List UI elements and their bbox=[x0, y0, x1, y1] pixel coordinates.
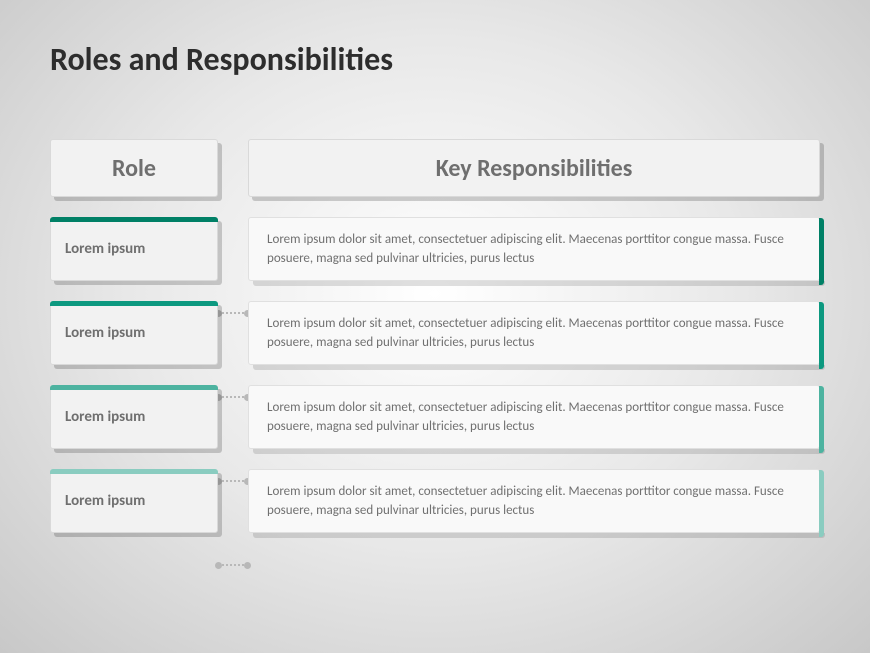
role-cell: Lorem ipsum bbox=[50, 217, 218, 281]
header-row: Role Key Responsibilities bbox=[50, 139, 820, 197]
slide-title: Roles and Responsibilities bbox=[50, 40, 820, 79]
role-accent-bar bbox=[50, 301, 218, 306]
resp-text: Lorem ipsum dolor sit amet, consectetuer… bbox=[267, 230, 801, 269]
connector-icon bbox=[218, 281, 248, 345]
resp-text: Lorem ipsum dolor sit amet, consectetuer… bbox=[267, 398, 801, 437]
role-label: Lorem ipsum bbox=[65, 492, 145, 510]
resp-accent-bar bbox=[819, 470, 824, 537]
role-cell: Lorem ipsum bbox=[50, 469, 218, 533]
role-label: Lorem ipsum bbox=[65, 324, 145, 342]
connector-icon bbox=[218, 449, 248, 513]
table-row: Lorem ipsum Lorem ipsum dolor sit amet, … bbox=[50, 301, 820, 365]
connector-icon bbox=[218, 365, 248, 429]
roles-table: Role Key Responsibilities Lorem ipsum bbox=[50, 139, 820, 533]
resp-text: Lorem ipsum dolor sit amet, consectetuer… bbox=[267, 314, 801, 353]
role-accent-bar bbox=[50, 385, 218, 390]
role-accent-bar bbox=[50, 469, 218, 474]
resp-text: Lorem ipsum dolor sit amet, consectetuer… bbox=[267, 482, 801, 521]
role-cell: Lorem ipsum bbox=[50, 385, 218, 449]
table-row: Lorem ipsum Lorem ipsum dolor sit amet, … bbox=[50, 385, 820, 449]
resp-cell: Lorem ipsum dolor sit amet, consectetuer… bbox=[248, 301, 820, 365]
table-row: Lorem ipsum Lorem ipsum dolor sit amet, … bbox=[50, 469, 820, 533]
role-accent-bar bbox=[50, 217, 218, 222]
role-header: Role bbox=[50, 139, 218, 197]
resp-accent-bar bbox=[819, 386, 824, 453]
resp-cell: Lorem ipsum dolor sit amet, consectetuer… bbox=[248, 217, 820, 281]
resp-cell: Lorem ipsum dolor sit amet, consectetuer… bbox=[248, 385, 820, 449]
role-label: Lorem ipsum bbox=[65, 240, 145, 258]
resp-cell: Lorem ipsum dolor sit amet, consectetuer… bbox=[248, 469, 820, 533]
role-cell: Lorem ipsum bbox=[50, 301, 218, 365]
table-row: Lorem ipsum Lorem ipsum dolor sit amet, … bbox=[50, 217, 820, 281]
resp-accent-bar bbox=[819, 302, 824, 369]
role-label: Lorem ipsum bbox=[65, 408, 145, 426]
resp-header: Key Responsibilities bbox=[248, 139, 820, 197]
resp-accent-bar bbox=[819, 218, 824, 285]
connector-icon bbox=[218, 533, 248, 597]
